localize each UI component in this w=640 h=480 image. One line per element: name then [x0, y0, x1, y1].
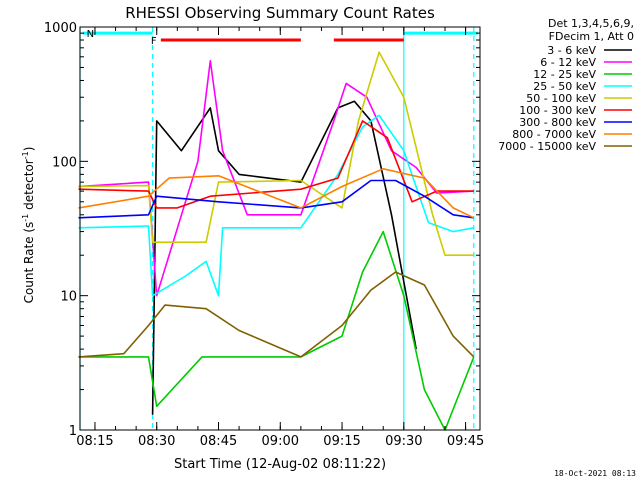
x-tick-label-4: 09:00 [262, 434, 299, 449]
series-line-9 [78, 271, 475, 358]
x-tick-label-1: 08:15 [76, 434, 113, 449]
y-tick-label-2: 10 [60, 290, 77, 305]
legend-label-3: 12 - 25 keV [533, 68, 596, 81]
y-axis-label: Count Rate (s-1 detector-1) [21, 147, 36, 304]
y-axis-label-main: Count Rate (s [22, 222, 36, 304]
flag-n-label: N [87, 29, 94, 40]
legend-header: Det 1,3,4,5,6,9, FDecim 1, Att 0 [548, 17, 634, 43]
series-line-1 [151, 100, 417, 415]
legend-label-1: 3 - 6 keV [547, 44, 596, 57]
series-line-5 [78, 51, 474, 256]
legend-label-9: 7000 - 15000 keV [498, 140, 596, 153]
x-tick-label-2: 08:30 [138, 434, 175, 449]
x-tick-label-7: 09:45 [447, 434, 484, 449]
y-axis-label-sup2: -1 [21, 151, 30, 159]
y-tick-label-3: 100 [52, 155, 77, 170]
legend-label-5: 50 - 100 keV [526, 92, 596, 105]
legend-label-8: 800 - 7000 keV [512, 128, 596, 141]
legend-label-6: 100 - 300 keV [519, 104, 596, 117]
chart-title: RHESSI Observing Summary Count Rates [125, 4, 435, 22]
y-tick-label-1: 1 [69, 424, 77, 439]
plot-area: F N 1 10 100 1000 08:15 08:30 08:45 09:00 09:15 09:… [44, 21, 484, 449]
series-line-7 [78, 179, 474, 219]
series-line-8 [78, 168, 475, 219]
legend-label-4: 25 - 50 keV [533, 80, 596, 93]
series-line-3 [78, 230, 475, 431]
flag-f-label: F [151, 36, 157, 47]
x-tick-label-6: 09:30 [385, 434, 422, 449]
x-tick-label-5: 09:15 [323, 434, 360, 449]
legend-label-2: 6 - 12 keV [540, 56, 596, 69]
x-axis-label: Start Time (12-Aug-02 08:11:22) [174, 457, 386, 472]
legend-header-line-1: Det 1,3,4,5,6,9, [548, 17, 634, 30]
y-axis-label-mid: detector [22, 159, 36, 214]
x-tick-label-3: 08:45 [200, 434, 237, 449]
y-axis-label-end: ) [22, 147, 36, 152]
series-line-6 [78, 120, 474, 209]
y-axis-label-sup1: -1 [21, 214, 30, 222]
footer-date: 18-Oct-2021 08:13 [554, 469, 636, 478]
legend-header-line-2: FDecim 1, Att 0 [549, 30, 634, 43]
y-tick-label-4: 1000 [44, 21, 77, 36]
legend-label-7: 300 - 800 keV [519, 116, 596, 129]
